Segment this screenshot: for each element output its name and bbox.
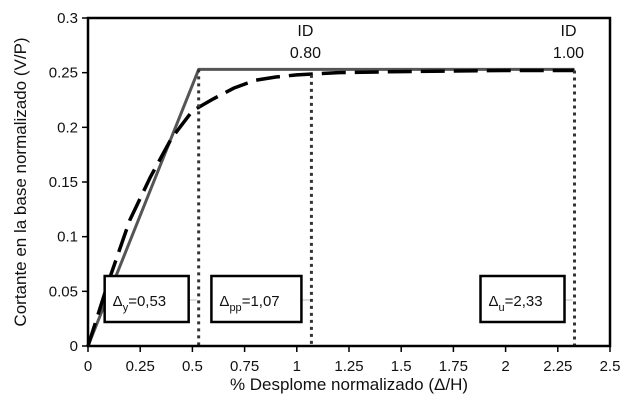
x-tick-label: 2.5 — [600, 358, 621, 375]
y-tick-label: 0.2 — [57, 119, 78, 136]
delta-box — [103, 274, 190, 324]
delta-box-label: Δpp=1,07 — [219, 293, 279, 314]
delta-symbol: Δ — [113, 293, 123, 310]
x-tick-label: 0 — [84, 358, 92, 375]
id-label-value: 0.80 — [290, 45, 321, 62]
x-tick-label: 2 — [501, 358, 509, 375]
delta-box — [210, 274, 303, 324]
x-axis-label: % Desplome normalizado (Δ/H) — [230, 375, 468, 394]
delta-subscript: pp — [229, 302, 241, 314]
y-tick-label: 0.3 — [57, 10, 78, 27]
delta-value: =2,33 — [505, 293, 543, 310]
delta-symbol: Δ — [489, 293, 499, 310]
delta-box-label: Δu=2,33 — [489, 293, 543, 314]
y-tick-label: 0.25 — [49, 65, 78, 82]
x-tick-label: 0.25 — [126, 358, 155, 375]
id-labels: ID 0.80 ID 1.00 — [290, 23, 584, 62]
y-tick-label: 0.1 — [57, 229, 78, 246]
annotation-boxes: Δy=0,53 Δpp=1,07 Δu=2,33 — [103, 274, 573, 324]
x-ticks: 0 0.25 0.5 0.75 1 1.25 1.5 1.75 2 2.25 2.5 — [84, 346, 621, 375]
y-tick-label: 0.15 — [49, 174, 78, 191]
y-tick-label: 0.05 — [49, 283, 78, 300]
x-tick-label: 1.75 — [439, 358, 468, 375]
series-line-dashed — [86, 68, 575, 347]
delta-symbol: Δ — [219, 293, 229, 310]
x-tick-label: 0.5 — [182, 358, 203, 375]
delta-subscript: y — [123, 302, 129, 314]
delta-value: =1,07 — [242, 293, 280, 310]
x-tick-label: 0.75 — [230, 358, 259, 375]
x-tick-label: 1.5 — [391, 358, 412, 375]
x-tick-label: 1.25 — [334, 358, 363, 375]
y-ticks: 0 0.05 0.1 0.15 0.2 0.25 0.3 — [49, 10, 88, 355]
id-label-title: ID — [297, 23, 313, 40]
x-tick-label: 1 — [293, 358, 301, 375]
delta-value: =0,53 — [128, 293, 166, 310]
delta-box-label: Δy=0,53 — [113, 293, 167, 314]
delta-box — [479, 274, 566, 324]
vertical-markers — [197, 69, 577, 346]
id-label-title: ID — [561, 23, 577, 40]
id-label-value: 1.00 — [553, 45, 584, 62]
delta-subscript: u — [499, 302, 505, 314]
x-tick-label: 2.25 — [543, 358, 572, 375]
y-axis-label: Cortante en la base normalizado (V/P) — [11, 37, 30, 326]
y-tick-label: 0 — [70, 338, 78, 355]
